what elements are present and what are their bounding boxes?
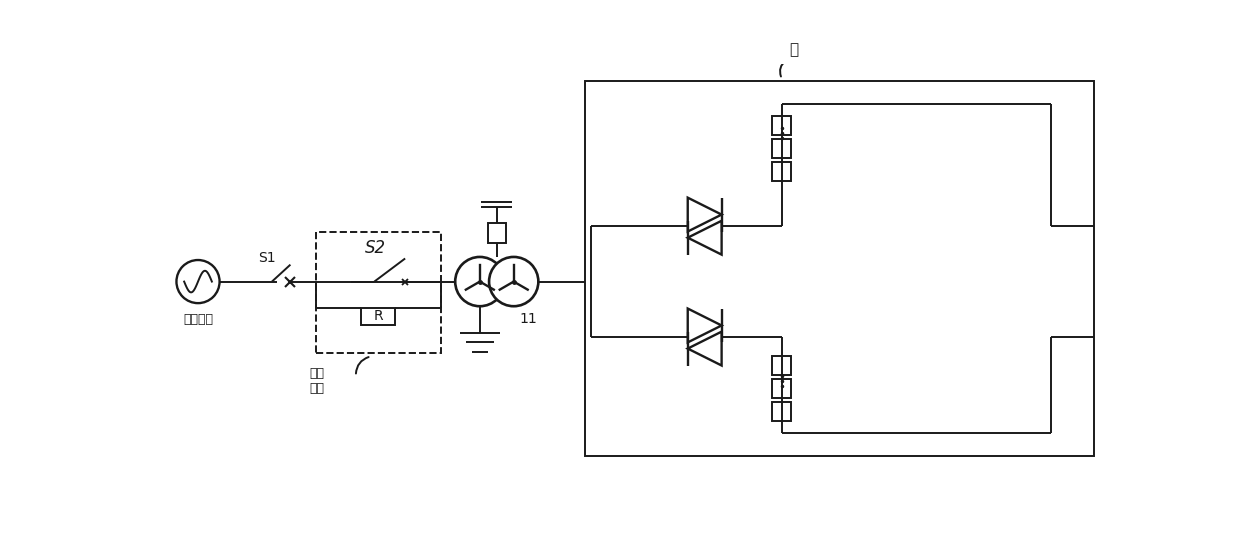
Bar: [772, 162, 790, 181]
Text: S1: S1: [259, 251, 276, 265]
Circle shape: [489, 257, 539, 306]
Text: R: R: [373, 309, 383, 323]
Bar: [772, 116, 790, 134]
Text: 阀: 阀: [789, 42, 799, 57]
Bar: [772, 139, 790, 158]
Circle shape: [176, 260, 219, 303]
Bar: [585, 81, 1094, 456]
Bar: [362, 308, 395, 325]
Bar: [487, 223, 506, 243]
FancyArrowPatch shape: [781, 61, 786, 76]
Bar: [772, 402, 790, 421]
Text: S2: S2: [366, 239, 387, 257]
Bar: [316, 231, 441, 353]
Text: 11: 11: [520, 313, 538, 326]
Circle shape: [455, 257, 504, 306]
FancyArrowPatch shape: [356, 357, 368, 374]
Bar: [772, 379, 790, 398]
Text: 启动
回路: 启动 回路: [310, 367, 325, 395]
Text: 交流电网: 交流电网: [183, 313, 213, 326]
Bar: [772, 356, 790, 375]
